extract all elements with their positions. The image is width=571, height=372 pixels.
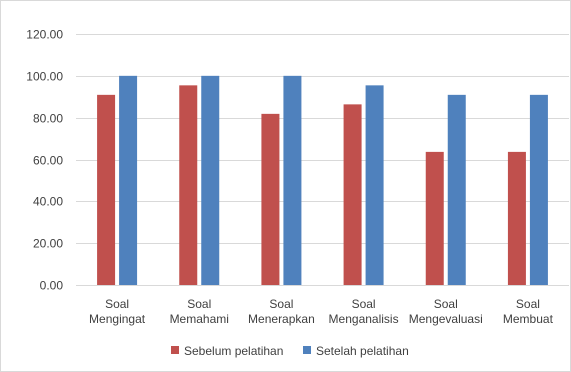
y-tick-label: 40.00 [33,195,63,209]
bar-sebelum-4 [425,151,444,285]
x-category-label: Soal Membuat [503,297,554,326]
bar-setelah-5 [529,94,548,285]
legend-swatch [303,346,311,354]
bar-setelah-2 [283,75,302,285]
bars [97,75,548,285]
legend-swatch [171,346,179,354]
x-category-label-line: Mengevaluasi [409,312,483,326]
x-category-label-line: Menganalisis [329,312,399,326]
bar-sebelum-0 [97,94,116,285]
x-category-label: Soal Mengevaluasi [409,297,483,326]
x-category-label-line: Soal [187,297,211,311]
y-tick-label: 20.00 [33,237,63,251]
y-tick-label: 60.00 [33,154,63,168]
x-category-label-line: Soal [269,297,293,311]
y-tick-label: 80.00 [33,112,63,126]
legend: Sebelum pelatihan Setelah pelatihan [171,344,409,358]
bar-sebelum-1 [179,85,198,285]
x-category-label: Soal Mengingat [89,297,146,326]
x-category-label-line: Soal [516,297,540,311]
bar-sebelum-5 [507,151,526,285]
y-axis-ticks: 0.00 20.00 40.00 60.00 80.00 100.00 120.00 [26,28,63,293]
bar-setelah-3 [365,85,384,285]
y-tick-label: 0.00 [40,279,64,293]
x-category-label: Soal Memahami [170,297,229,326]
x-category-label-line: Membuat [503,312,554,326]
bar-sebelum-2 [261,113,280,285]
bar-setelah-0 [119,75,138,285]
gridlines [76,34,569,286]
x-category-label-line: Menerapkan [248,312,315,326]
y-tick-label: 120.00 [26,28,63,42]
x-category-label-line: Soal [352,297,376,311]
x-category-label-line: Memahami [170,312,229,326]
y-tick-label: 100.00 [26,70,63,84]
bar-setelah-1 [201,75,220,285]
legend-label: Setelah pelatihan [316,344,409,358]
x-category-label-line: Soal [105,297,129,311]
bar-sebelum-3 [343,104,362,285]
x-category-label: Soal Menganalisis [329,297,399,326]
x-category-label-line: Soal [434,297,458,311]
x-category-label-line: Mengingat [89,312,146,326]
x-category-label: Soal Menerapkan [248,297,315,326]
legend-label: Sebelum pelatihan [184,344,283,358]
bar-setelah-4 [447,94,466,285]
